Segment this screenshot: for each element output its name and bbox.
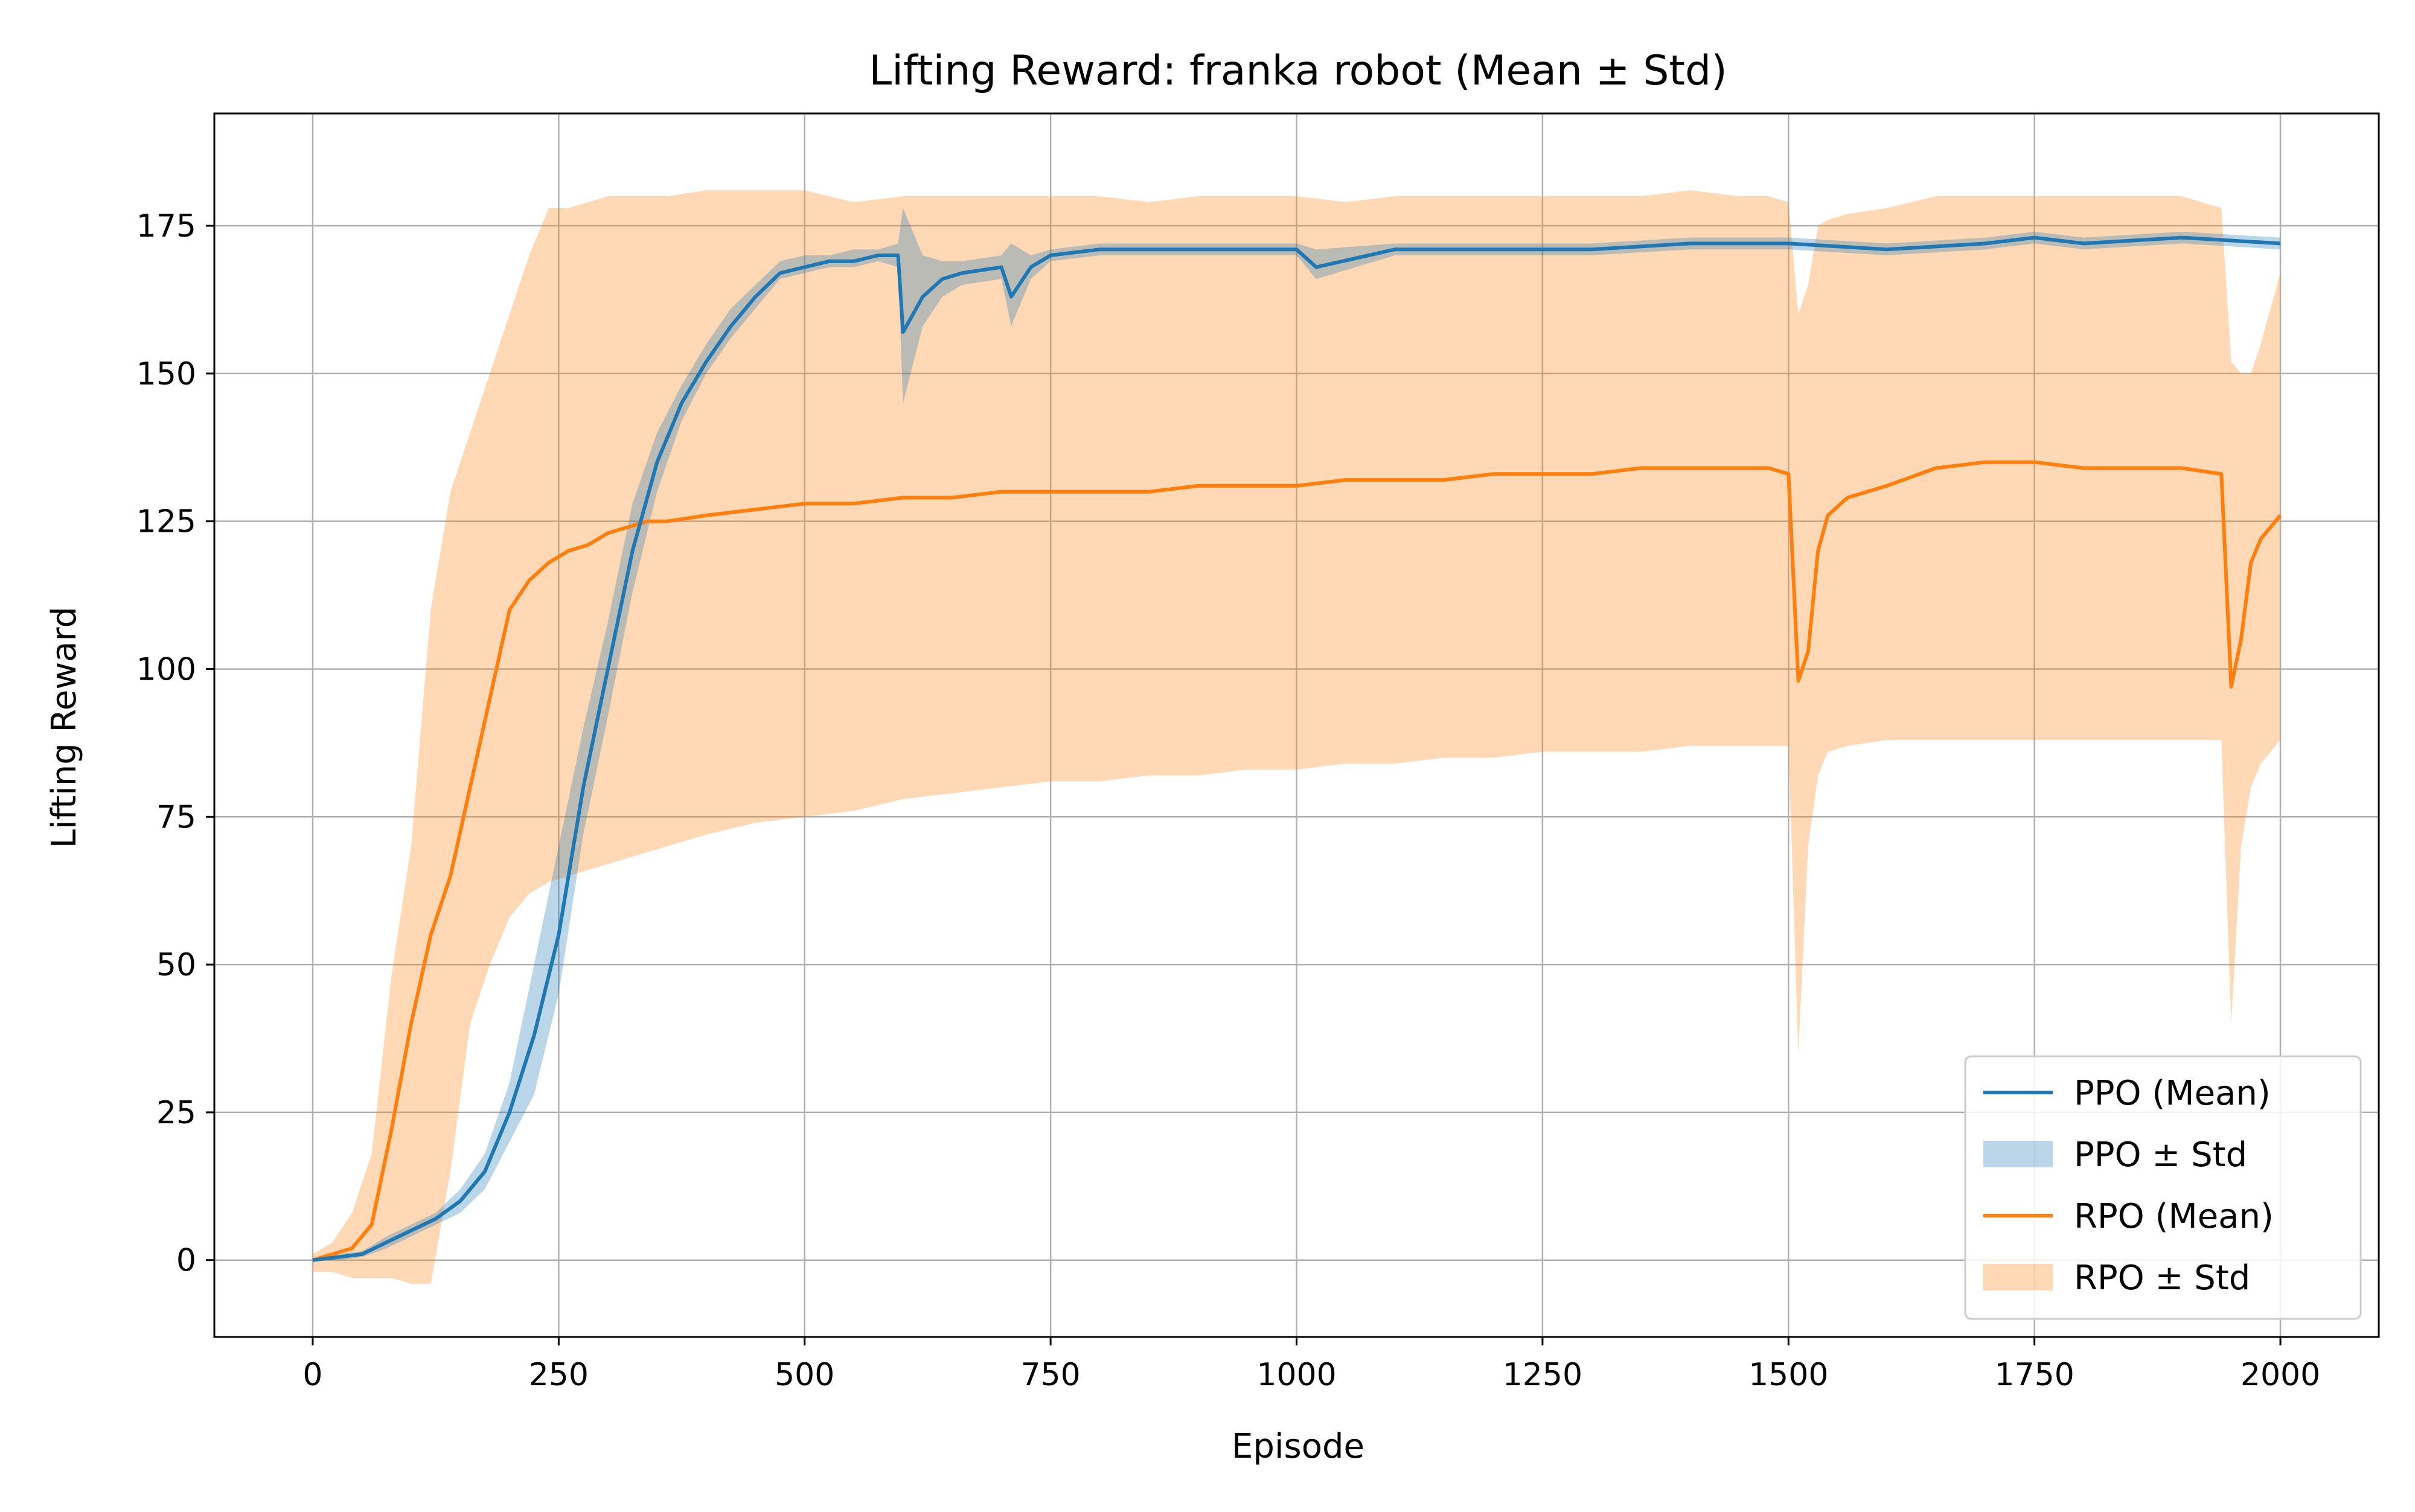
y-tick-label: 150 [136, 356, 196, 392]
y-tick-label: 50 [156, 947, 196, 983]
y-tick-label: 175 [136, 208, 196, 244]
y-tick-label: 100 [136, 651, 196, 687]
legend-box [1964, 1055, 2362, 1320]
legend-label: PPO (Mean) [2074, 1074, 2271, 1113]
legend: PPO (Mean) PPO ± Std RPO (Mean) RPO ± Std [1964, 1055, 2362, 1320]
y-tick-label: 125 [136, 504, 196, 540]
y-tick-label: 0 [176, 1243, 196, 1279]
mean-line-layer [312, 235, 2282, 1262]
chart-title: Lifting Reward: franka robot (Mean ± Std… [869, 47, 1727, 95]
x-tick-label: 2000 [2241, 1357, 2320, 1393]
legend-label: PPO ± Std [2074, 1135, 2247, 1175]
tick-layer: 0 250 500 750 1000 1250 1500 1750 2000 0 25 50 75 100… [136, 208, 2320, 1393]
y-tick-label: 75 [156, 799, 196, 835]
legend-label: RPO ± Std [2074, 1258, 2250, 1298]
x-tick-label: 250 [529, 1357, 589, 1393]
std-band-layer [313, 190, 2280, 1284]
ppo-mean-line [312, 235, 2281, 1262]
legend-band-swatch [1983, 1264, 2053, 1290]
rpo-std-band [313, 190, 2280, 1284]
grid-layer [214, 113, 2379, 1337]
x-tick-label: 1000 [1256, 1357, 1336, 1393]
x-tick-label: 750 [1020, 1357, 1080, 1393]
legend-band-swatch [1983, 1141, 2053, 1167]
x-tick-label: 1500 [1748, 1357, 1828, 1393]
x-tick-label: 0 [302, 1357, 322, 1393]
x-tick-label: 1250 [1503, 1357, 1582, 1393]
y-tick-label: 25 [156, 1095, 196, 1131]
x-tick-label: 500 [775, 1357, 834, 1393]
x-axis-label: Episode [1232, 1427, 1364, 1466]
rpo-mean-line [312, 460, 2282, 1262]
x-tick-label: 1750 [1994, 1357, 2074, 1393]
legend-label: RPO (Mean) [2074, 1197, 2274, 1236]
y-axis-label: Lifting Reward [45, 607, 84, 848]
